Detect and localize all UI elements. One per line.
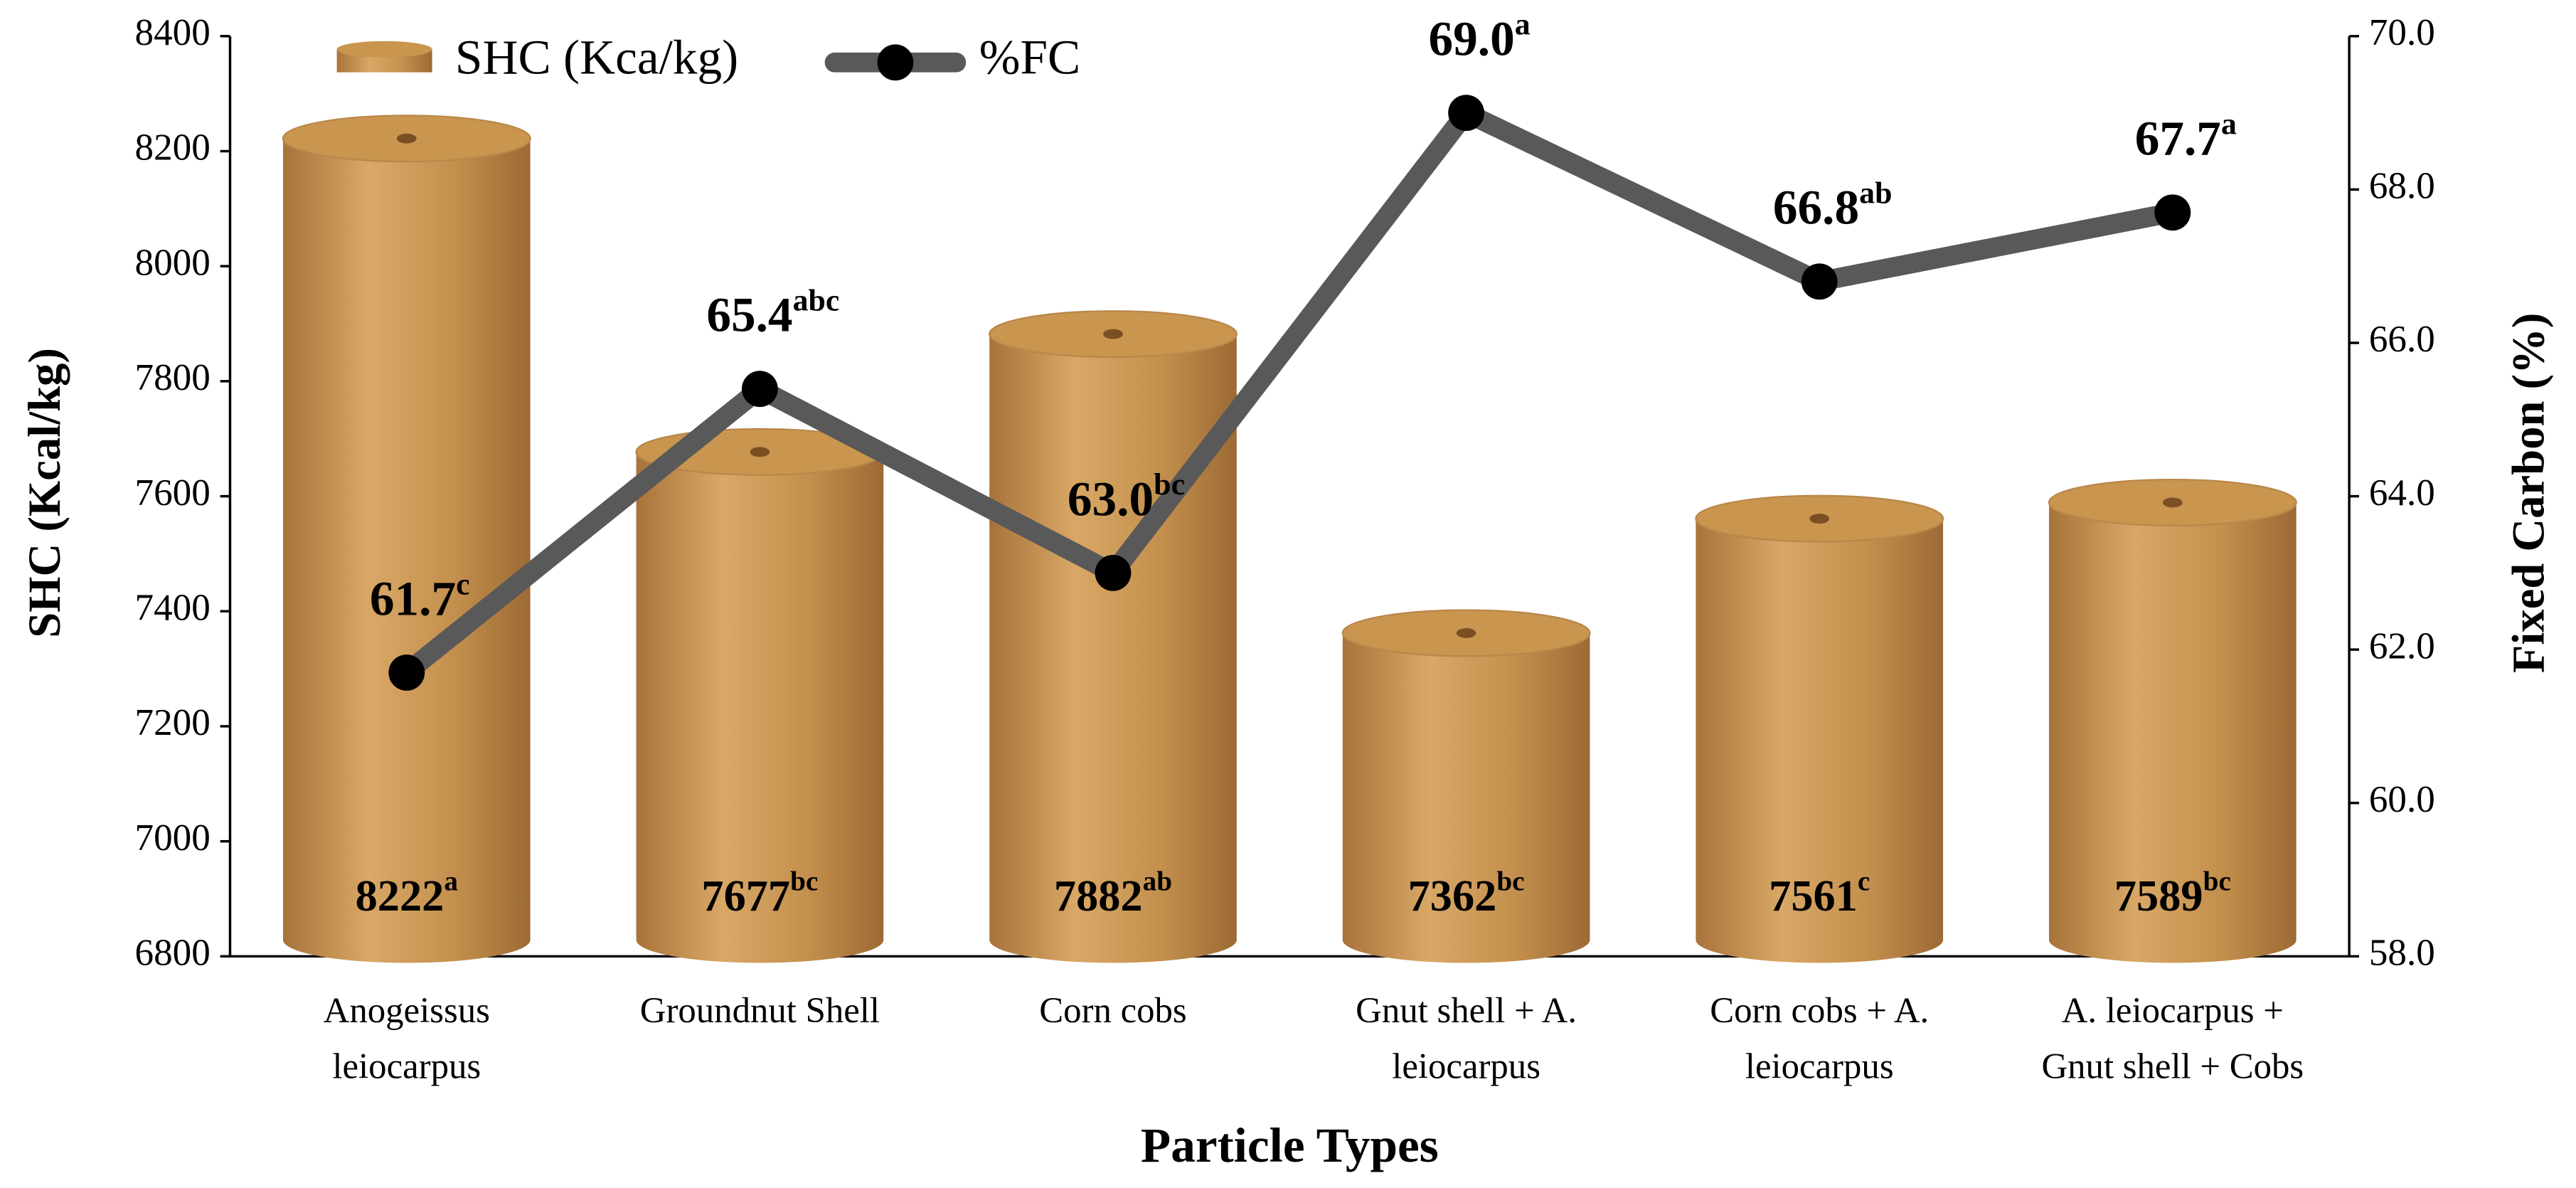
y-axis-title: SHC (Kcal/kg) [18,348,70,638]
bar-value-label: 7561c [1769,866,1870,921]
x-tick-label: Corn cobs + A. leiocarpus [1710,990,1929,1086]
bar [989,334,1237,940]
y2-tick-label: 66.0 [2369,319,2435,360]
cylinder-hole [396,133,417,144]
legend-swatch-top [336,41,432,58]
y2-tick-label: 68.0 [2369,166,2435,207]
line-value-label: 69.0a [1429,8,1531,66]
significance-letter: bc [1496,866,1524,897]
line-value-label: 66.8ab [1773,176,1893,235]
y-tick-label: 6800 [135,933,211,974]
legend: SHC (Kca/kg) %FC [336,30,1080,85]
marker [388,654,425,691]
value-text: 69.0 [1429,11,1515,66]
line-value-label: 67.7a [2135,107,2237,166]
value-text: 63.0 [1068,471,1154,526]
value-text: 7362 [1408,871,1497,921]
significance-letter: ab [1859,176,1892,211]
x-tick-label: Gnut shell + A. leiocarpus [1356,990,1577,1086]
cylinder [282,115,531,963]
y-tick-label: 8400 [135,12,211,53]
cylinder-hole [1809,514,1830,524]
legend-label: SHC (Kca/kg) [455,30,738,85]
y2-tick-label: 70.0 [2369,12,2435,53]
bar-value-label: 7362bc [1408,866,1525,921]
x-tick-label: Corn cobs [1039,990,1186,1030]
significance-letter: abc [793,284,840,318]
significance-letter: a [444,866,458,897]
cylinder [1695,494,1944,963]
marker [1448,95,1485,132]
y-tick-label: 8200 [135,127,211,169]
cylinder-hole [750,447,770,457]
cylinder-hole [1456,628,1476,638]
y-tick-label: 7600 [135,472,211,514]
significance-letter: c [1858,866,1870,897]
marker [1801,263,1838,300]
line-value-label: 63.0bc [1068,467,1185,526]
y-tick-label: 8000 [135,242,211,283]
bar [2049,502,2296,940]
cylinder [989,310,1238,963]
cylinder [1341,609,1591,963]
value-text: 8222 [356,871,445,921]
line-value-label: 61.7c [370,567,470,625]
cylinder-hole [1103,329,1123,339]
bar [282,138,531,940]
bar [1342,632,1590,940]
significance-letter: a [2221,107,2237,142]
x-tick-label: A. leiocarpus + Gnut shell + Cobs [2041,990,2304,1086]
marker [2154,194,2191,231]
y2-tick-label: 60.0 [2369,779,2435,820]
value-text: 7677 [701,871,790,921]
bar-value-label: 7589bc [2114,866,2231,921]
legend-label: %FC [979,30,1080,85]
y-tick-label: 7800 [135,357,211,398]
x-tick-label: Anogeissus leiocarpus [324,990,490,1086]
value-text: 66.8 [1773,180,1859,235]
y2-tick-label: 64.0 [2369,472,2435,514]
marker [741,371,778,408]
value-text: 65.4 [706,287,792,342]
significance-letter: bc [1154,467,1185,502]
bar [636,452,884,940]
cylinder [2048,478,2297,963]
y-tick-label: 7400 [135,587,211,628]
value-text: 67.7 [2135,111,2221,166]
bar-value-label: 8222a [356,866,459,921]
significance-letter: ab [1143,866,1172,897]
significance-letter: c [456,567,469,601]
y2-tick-label: 62.0 [2369,625,2435,667]
y2-tick-label: 58.0 [2369,933,2435,974]
cylinder-hole [2162,497,2183,508]
y2-axis-title: Fixed Carbon (%) [2503,313,2554,673]
significance-letter: bc [2203,866,2231,897]
legend-marker [877,44,914,81]
bar [1696,519,1944,940]
x-axis-title: Particle Types [1141,1118,1439,1172]
marker [1095,554,1132,591]
significance-letter: a [1515,8,1531,42]
bar-value-label: 7882ab [1054,866,1172,921]
value-text: 7882 [1054,871,1143,921]
line [400,102,2175,681]
significance-letter: bc [790,866,818,897]
value-text: 7589 [2114,871,2203,921]
bar-value-label: 7677bc [701,866,818,921]
value-text: 7561 [1769,871,1858,921]
x-tick-label: Groundnut Shell [640,990,880,1030]
y-tick-label: 7200 [135,702,211,743]
y-tick-label: 7000 [135,817,211,859]
line-value-label: 65.4abc [706,284,839,342]
value-text: 61.7 [370,571,456,625]
